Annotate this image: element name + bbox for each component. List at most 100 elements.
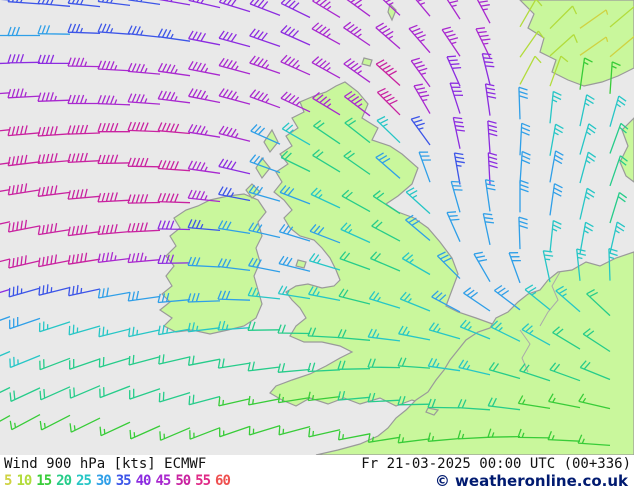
wind-barb	[97, 251, 131, 264]
wind-barb	[218, 88, 251, 105]
wind-barb	[427, 398, 461, 409]
wind-barb	[375, 59, 401, 86]
wind-barb	[98, 326, 131, 338]
wind-barb	[413, 83, 431, 114]
wind-barb	[312, 0, 341, 18]
wind-barb	[218, 57, 251, 75]
wind-barb	[280, 54, 311, 76]
wind-barb	[129, 425, 161, 440]
wind-barb	[578, 393, 611, 410]
wind-barb	[441, 26, 461, 57]
wind-barb	[187, 189, 221, 203]
wind-barb	[247, 287, 281, 300]
wind-barb	[8, 255, 41, 269]
wind-barb	[37, 222, 71, 236]
legend-value-5: 5	[4, 473, 13, 489]
wind-barb	[549, 362, 581, 382]
wind-barb	[218, 396, 251, 407]
wind-barb	[473, 251, 491, 283]
wind-barb	[37, 54, 70, 65]
wind-barb	[0, 386, 11, 394]
wind-barb-chart	[0, 0, 634, 455]
wind-barb	[453, 152, 465, 185]
wind-barb	[280, 0, 311, 19]
wind-barb	[399, 291, 431, 312]
wind-barb	[277, 285, 311, 300]
wind-barb	[67, 124, 101, 135]
wind-barb	[337, 430, 371, 441]
wind-barb	[277, 363, 311, 373]
wind-barb	[278, 255, 311, 272]
wind-barb	[157, 192, 191, 204]
wind-barb	[278, 224, 311, 242]
legend-value-55: 55	[195, 473, 211, 489]
wind-barb	[7, 219, 41, 233]
wind-barb	[127, 62, 161, 75]
wind-barb	[37, 0, 71, 7]
wind-barb	[398, 325, 431, 341]
wind-barb	[37, 126, 71, 137]
legend-value-40: 40	[135, 473, 152, 489]
wind-barb	[549, 220, 562, 253]
wind-barb	[38, 284, 71, 296]
wind-barb	[248, 184, 281, 202]
wind-barb	[450, 180, 463, 213]
wind-barb	[370, 251, 401, 272]
wind-barb	[579, 151, 597, 184]
wind-barb	[310, 187, 341, 209]
wind-barb	[7, 125, 41, 137]
wind-barb	[397, 395, 431, 406]
wind-barb	[158, 354, 191, 365]
wind-barb	[97, 154, 131, 165]
wind-barb	[579, 9, 609, 29]
wind-barb	[549, 123, 564, 156]
wind-barb	[446, 55, 462, 87]
wind-barb	[277, 324, 311, 335]
wind-barb	[277, 393, 311, 404]
wind-barb	[249, 154, 281, 174]
landmass-isle-of-man	[295, 259, 307, 269]
wind-barb	[187, 256, 221, 268]
wind-barb	[97, 23, 131, 35]
wind-barb	[188, 60, 221, 76]
wind-barb	[127, 93, 161, 105]
wind-barb	[37, 153, 71, 165]
wind-barb	[37, 92, 71, 102]
wind-barb	[127, 252, 161, 264]
wind-barb	[418, 151, 431, 183]
wind-barb	[519, 0, 543, 28]
wind-barb	[446, 211, 461, 242]
wind-barb	[457, 430, 491, 440]
wind-barb	[187, 292, 221, 303]
wind-barb	[549, 90, 562, 124]
wind-barb	[39, 386, 71, 401]
wind-barb	[431, 290, 461, 313]
wind-barb	[415, 0, 431, 17]
wind-barb	[67, 224, 101, 237]
wind-barb	[97, 94, 131, 106]
wind-barb	[484, 179, 496, 212]
wind-barb	[579, 57, 593, 90]
wind-barb	[519, 150, 531, 184]
wind-barb	[280, 150, 311, 173]
wind-barb	[7, 183, 41, 196]
wind-barb	[579, 123, 597, 155]
landmass-norway	[519, 0, 634, 87]
wind-barb	[9, 387, 41, 402]
wind-barb	[343, 150, 371, 175]
wind-barb	[187, 322, 221, 333]
wind-barb	[219, 425, 251, 438]
wind-barb	[249, 55, 281, 75]
wind-barb	[127, 290, 161, 302]
wind-barb	[427, 432, 461, 442]
wind-barb	[129, 388, 161, 400]
weather-map	[0, 0, 634, 455]
wind-barb	[249, 89, 281, 109]
wind-barb	[542, 250, 554, 283]
wind-barb	[308, 253, 341, 271]
wind-barb	[547, 431, 581, 442]
wind-barb	[576, 248, 587, 281]
wind-barb	[487, 397, 521, 411]
wind-barb	[457, 399, 491, 411]
wind-barb	[582, 328, 611, 353]
